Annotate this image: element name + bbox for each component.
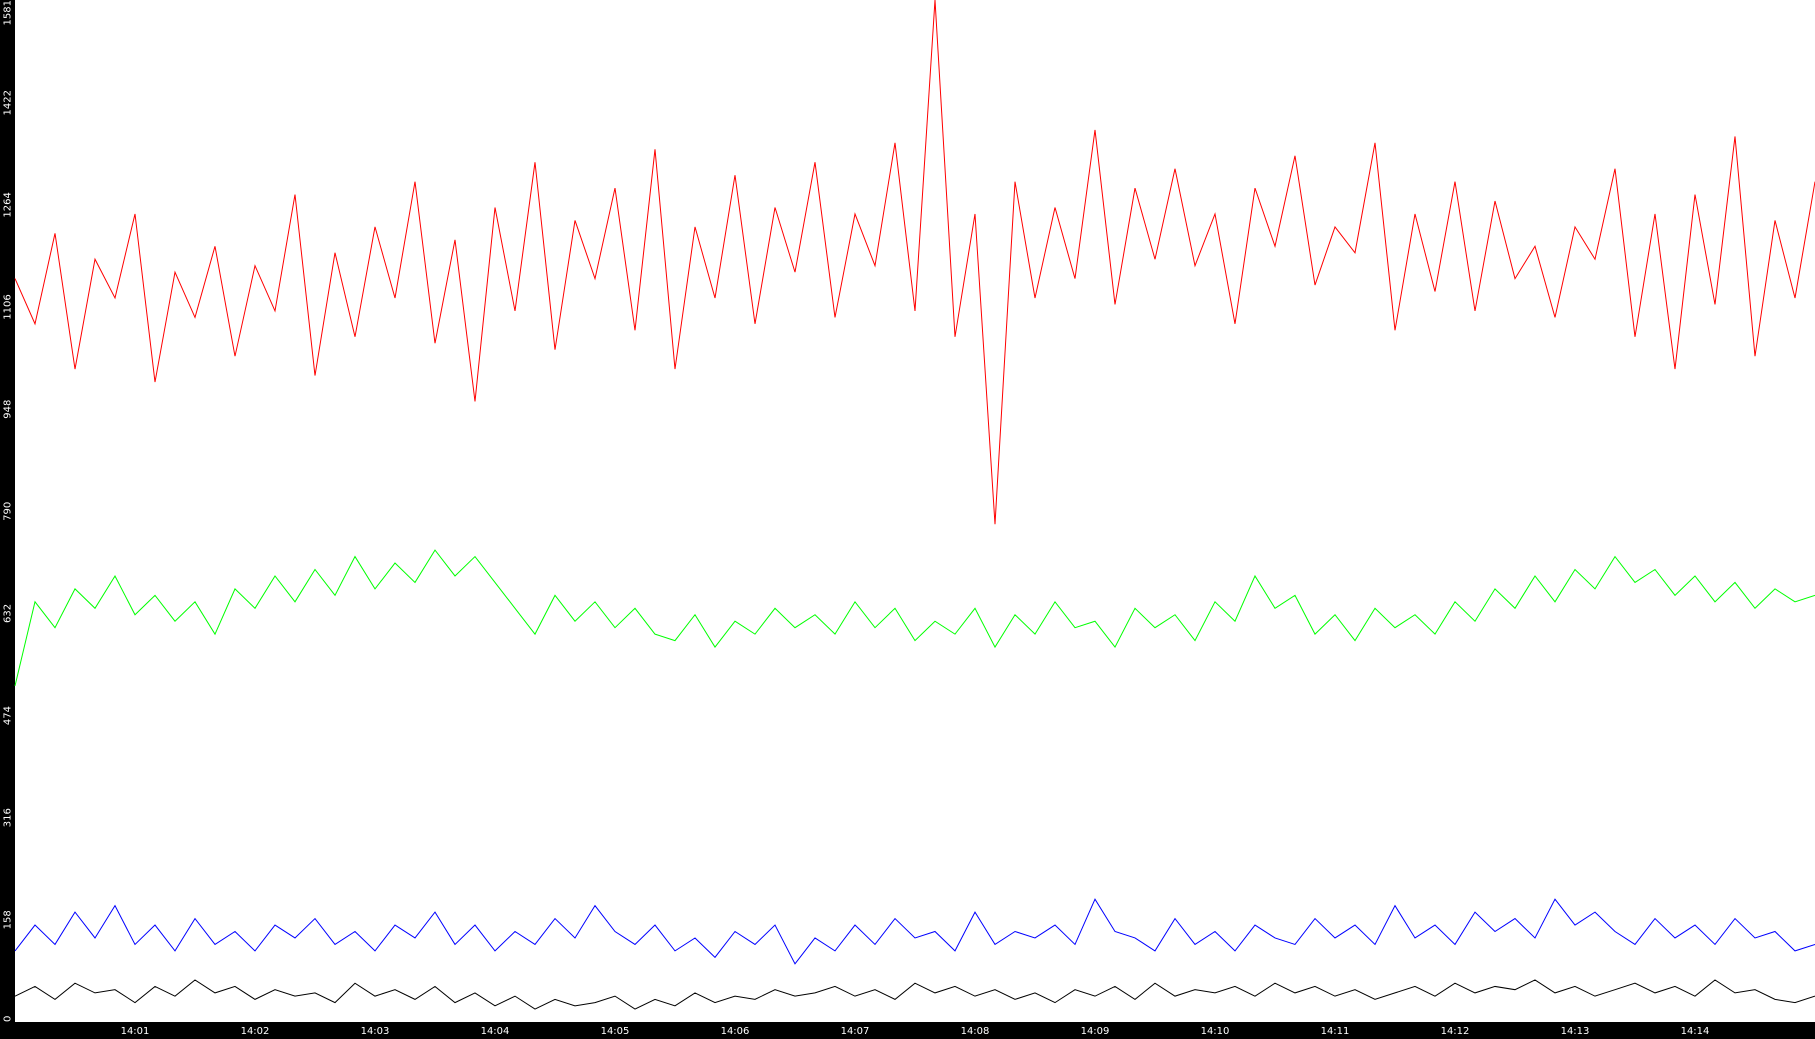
plot-area — [14, 0, 1815, 1010]
x-tick-label: 14:01 — [121, 1026, 150, 1037]
series-line — [14, 549, 1815, 686]
x-axis-band — [0, 1022, 1815, 1039]
x-tick-label: 14:07 — [841, 1026, 870, 1037]
x-tick-label: 14:13 — [1561, 1026, 1590, 1037]
x-tick-label: 14:12 — [1441, 1026, 1470, 1037]
x-tick-label: 14:11 — [1321, 1026, 1350, 1037]
series-line — [14, 979, 1815, 1010]
x-tick-label: 14:02 — [241, 1026, 270, 1037]
y-tick-label: 316 — [3, 808, 14, 827]
x-tick-label: 14:06 — [721, 1026, 750, 1037]
y-tick-label: 0 — [3, 1016, 14, 1022]
y-tick-label: 632 — [3, 604, 14, 623]
y-tick-label: 474 — [3, 706, 14, 725]
y-tick-label: 790 — [3, 502, 14, 521]
x-tick-label: 14:09 — [1081, 1026, 1110, 1037]
y-tick-label: 1422 — [3, 90, 14, 115]
series-line — [14, 898, 1815, 965]
y-tick-label: 948 — [3, 400, 14, 419]
x-tick-label: 14:10 — [1201, 1026, 1230, 1037]
y-tick-label: 158 — [3, 910, 14, 929]
x-tick-label: 14:03 — [361, 1026, 390, 1037]
y-tick-label: 1581 — [3, 0, 14, 25]
x-tick-label: 14:04 — [481, 1026, 510, 1037]
y-axis-band — [0, 0, 15, 1039]
x-tick-label: 14:05 — [601, 1026, 630, 1037]
x-tick-label: 14:08 — [961, 1026, 990, 1037]
series-line — [14, 0, 1815, 525]
x-tick-label: 14:14 — [1681, 1026, 1710, 1037]
y-tick-label: 1264 — [3, 192, 14, 217]
y-tick-label: 1106 — [3, 294, 14, 319]
